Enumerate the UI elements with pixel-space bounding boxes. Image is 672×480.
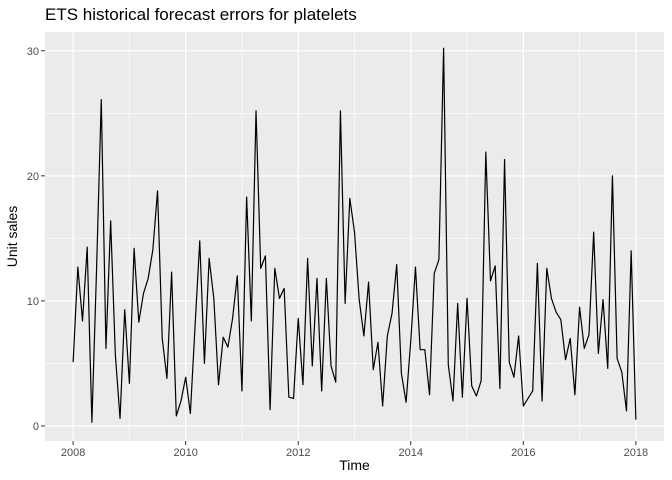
- y-tick-label: 20: [27, 171, 39, 183]
- x-tick-label: 2016: [511, 447, 535, 459]
- x-axis: 2008 2010 2012 2014 2016 2018: [61, 441, 648, 459]
- x-tick-label: 2008: [61, 447, 85, 459]
- major-gridlines: [45, 32, 664, 441]
- x-tick-label: 2010: [173, 447, 197, 459]
- plot-panel: [45, 32, 664, 441]
- x-axis-title: Time: [339, 457, 370, 473]
- y-axis: 0 10 20 30: [27, 46, 45, 433]
- series-line: [72, 47, 637, 423]
- y-tick-label: 0: [33, 421, 39, 433]
- y-tick-label: 30: [27, 46, 39, 58]
- series-layer: [72, 47, 637, 423]
- x-tick-label: 2014: [399, 447, 423, 459]
- y-tick-label: 10: [27, 296, 39, 308]
- y-axis-title: Unit sales: [4, 206, 20, 267]
- x-tick-label: 2012: [286, 447, 310, 459]
- x-tick-label: 2018: [624, 447, 648, 459]
- chart-title: ETS historical forecast errors for plate…: [45, 5, 357, 24]
